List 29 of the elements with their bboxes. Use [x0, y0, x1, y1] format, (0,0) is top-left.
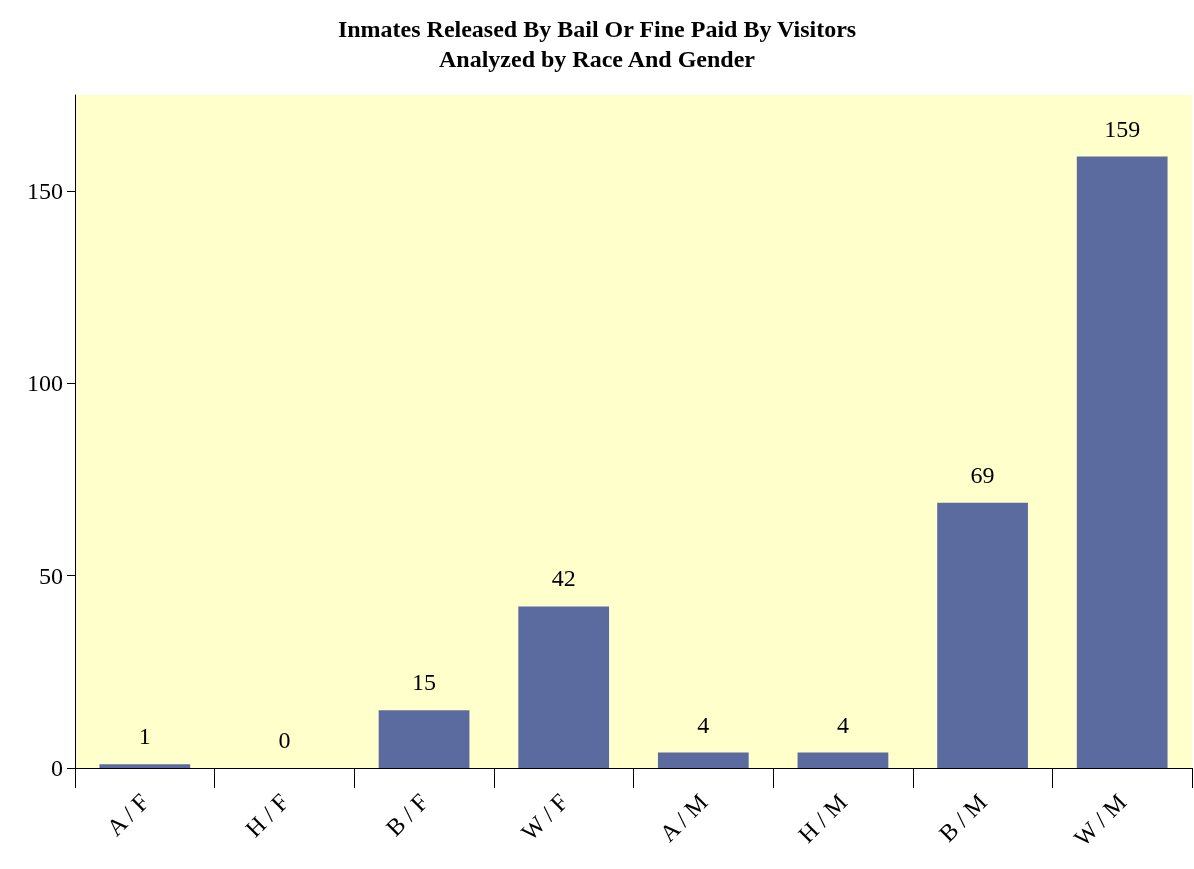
data-label: 0 — [278, 727, 291, 753]
bar — [99, 764, 191, 768]
bar — [518, 606, 610, 768]
y-tick-label: 0 — [51, 755, 63, 781]
data-label: 69 — [970, 461, 995, 488]
x-tick-label: A / F — [101, 788, 154, 842]
x-tick-label: H / M — [793, 788, 853, 848]
bar — [937, 502, 1028, 768]
data-label: 15 — [412, 669, 437, 696]
x-tick-label: B / F — [380, 788, 434, 842]
data-label: 42 — [551, 565, 576, 592]
bar — [1076, 156, 1168, 768]
bar — [378, 710, 470, 768]
chart-title: Inmates Released By Bail Or Fine Paid By Visitors — [337, 16, 857, 42]
chart-subtitle: Analyzed by Race And Gender — [438, 46, 756, 72]
x-tick-label: A / M — [654, 788, 713, 847]
y-tick-label: 100 — [27, 370, 63, 397]
x-tick-label: B / M — [933, 788, 992, 847]
x-tick-label: H / F — [240, 788, 294, 843]
data-label: 159 — [1104, 115, 1141, 142]
data-label: 1 — [138, 723, 151, 750]
y-tick-label: 150 — [27, 178, 63, 205]
bar — [657, 752, 749, 768]
data-label: 4 — [697, 711, 710, 738]
data-label: 4 — [836, 711, 849, 738]
x-tick-label: W / M — [1069, 788, 1132, 852]
bar — [797, 752, 889, 768]
y-tick-label: 50 — [39, 562, 63, 589]
x-tick-label: W / F — [516, 788, 573, 846]
